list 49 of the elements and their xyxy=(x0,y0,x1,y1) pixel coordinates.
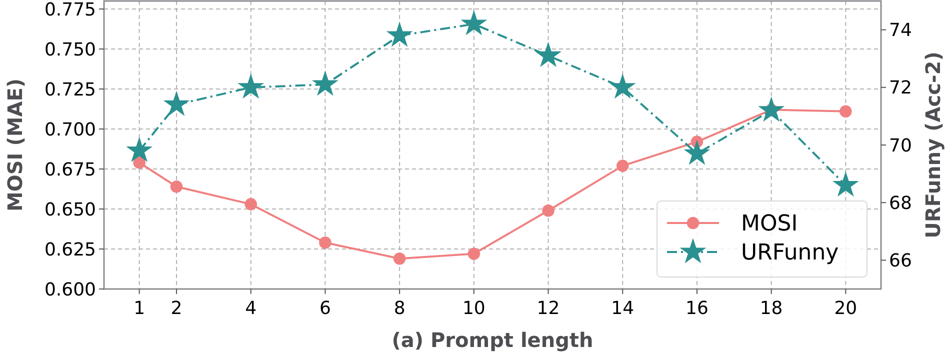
point xyxy=(542,204,554,217)
point xyxy=(127,138,152,162)
point xyxy=(684,140,710,164)
x-tick-label: 2 xyxy=(170,298,182,319)
point xyxy=(393,252,406,265)
legend-label: MOSI xyxy=(741,212,798,237)
x-tick-label: 10 xyxy=(462,298,486,319)
point xyxy=(468,248,480,260)
x-tick-label: 8 xyxy=(394,298,406,319)
x-axis-title: (a) Prompt length xyxy=(392,328,594,352)
y2-tick-label: 72 xyxy=(889,78,912,99)
y-tick-label: 0.650 xyxy=(44,199,96,220)
point xyxy=(840,105,852,118)
y-tick-label: 0.725 xyxy=(44,79,96,100)
point xyxy=(759,98,784,121)
y-tick-label: 0.775 xyxy=(44,0,96,20)
y-tick-label: 0.600 xyxy=(44,279,96,300)
point xyxy=(164,92,189,116)
point xyxy=(319,236,332,249)
point xyxy=(170,180,183,193)
y2-tick-label: 70 xyxy=(889,135,912,156)
x-tick-label: 18 xyxy=(760,298,783,319)
point xyxy=(313,72,338,95)
point xyxy=(462,11,486,34)
point xyxy=(536,42,560,66)
point xyxy=(133,156,146,169)
point xyxy=(244,198,257,210)
x-tick-label: 20 xyxy=(834,298,858,319)
y-tick-label: 0.625 xyxy=(44,239,96,260)
y2-tick-label: 66 xyxy=(889,250,912,272)
point xyxy=(387,22,412,46)
y-tick-label: 0.700 xyxy=(44,119,96,140)
point xyxy=(833,172,858,196)
legend-label: URFunny xyxy=(741,240,839,266)
point xyxy=(238,74,264,98)
y2-tick-label: 68 xyxy=(889,192,912,214)
x-tick-label: 14 xyxy=(611,298,634,319)
y-axis-title: MOSI (MAE) xyxy=(3,78,27,212)
x-tick-label: 12 xyxy=(536,298,560,319)
y-tick-label: 0.675 xyxy=(44,159,96,180)
x-tick-label: 4 xyxy=(245,298,257,319)
x-tick-label: 6 xyxy=(319,298,331,319)
x-tick-label: 1 xyxy=(134,298,146,319)
point xyxy=(610,74,635,98)
y2-tick-label: 74 xyxy=(889,20,912,42)
y2-axis-title: URFunny (Acc-2) xyxy=(921,52,945,238)
point xyxy=(616,160,629,172)
x-tick-label: 16 xyxy=(686,298,708,319)
y-tick-label: 0.750 xyxy=(44,39,96,60)
